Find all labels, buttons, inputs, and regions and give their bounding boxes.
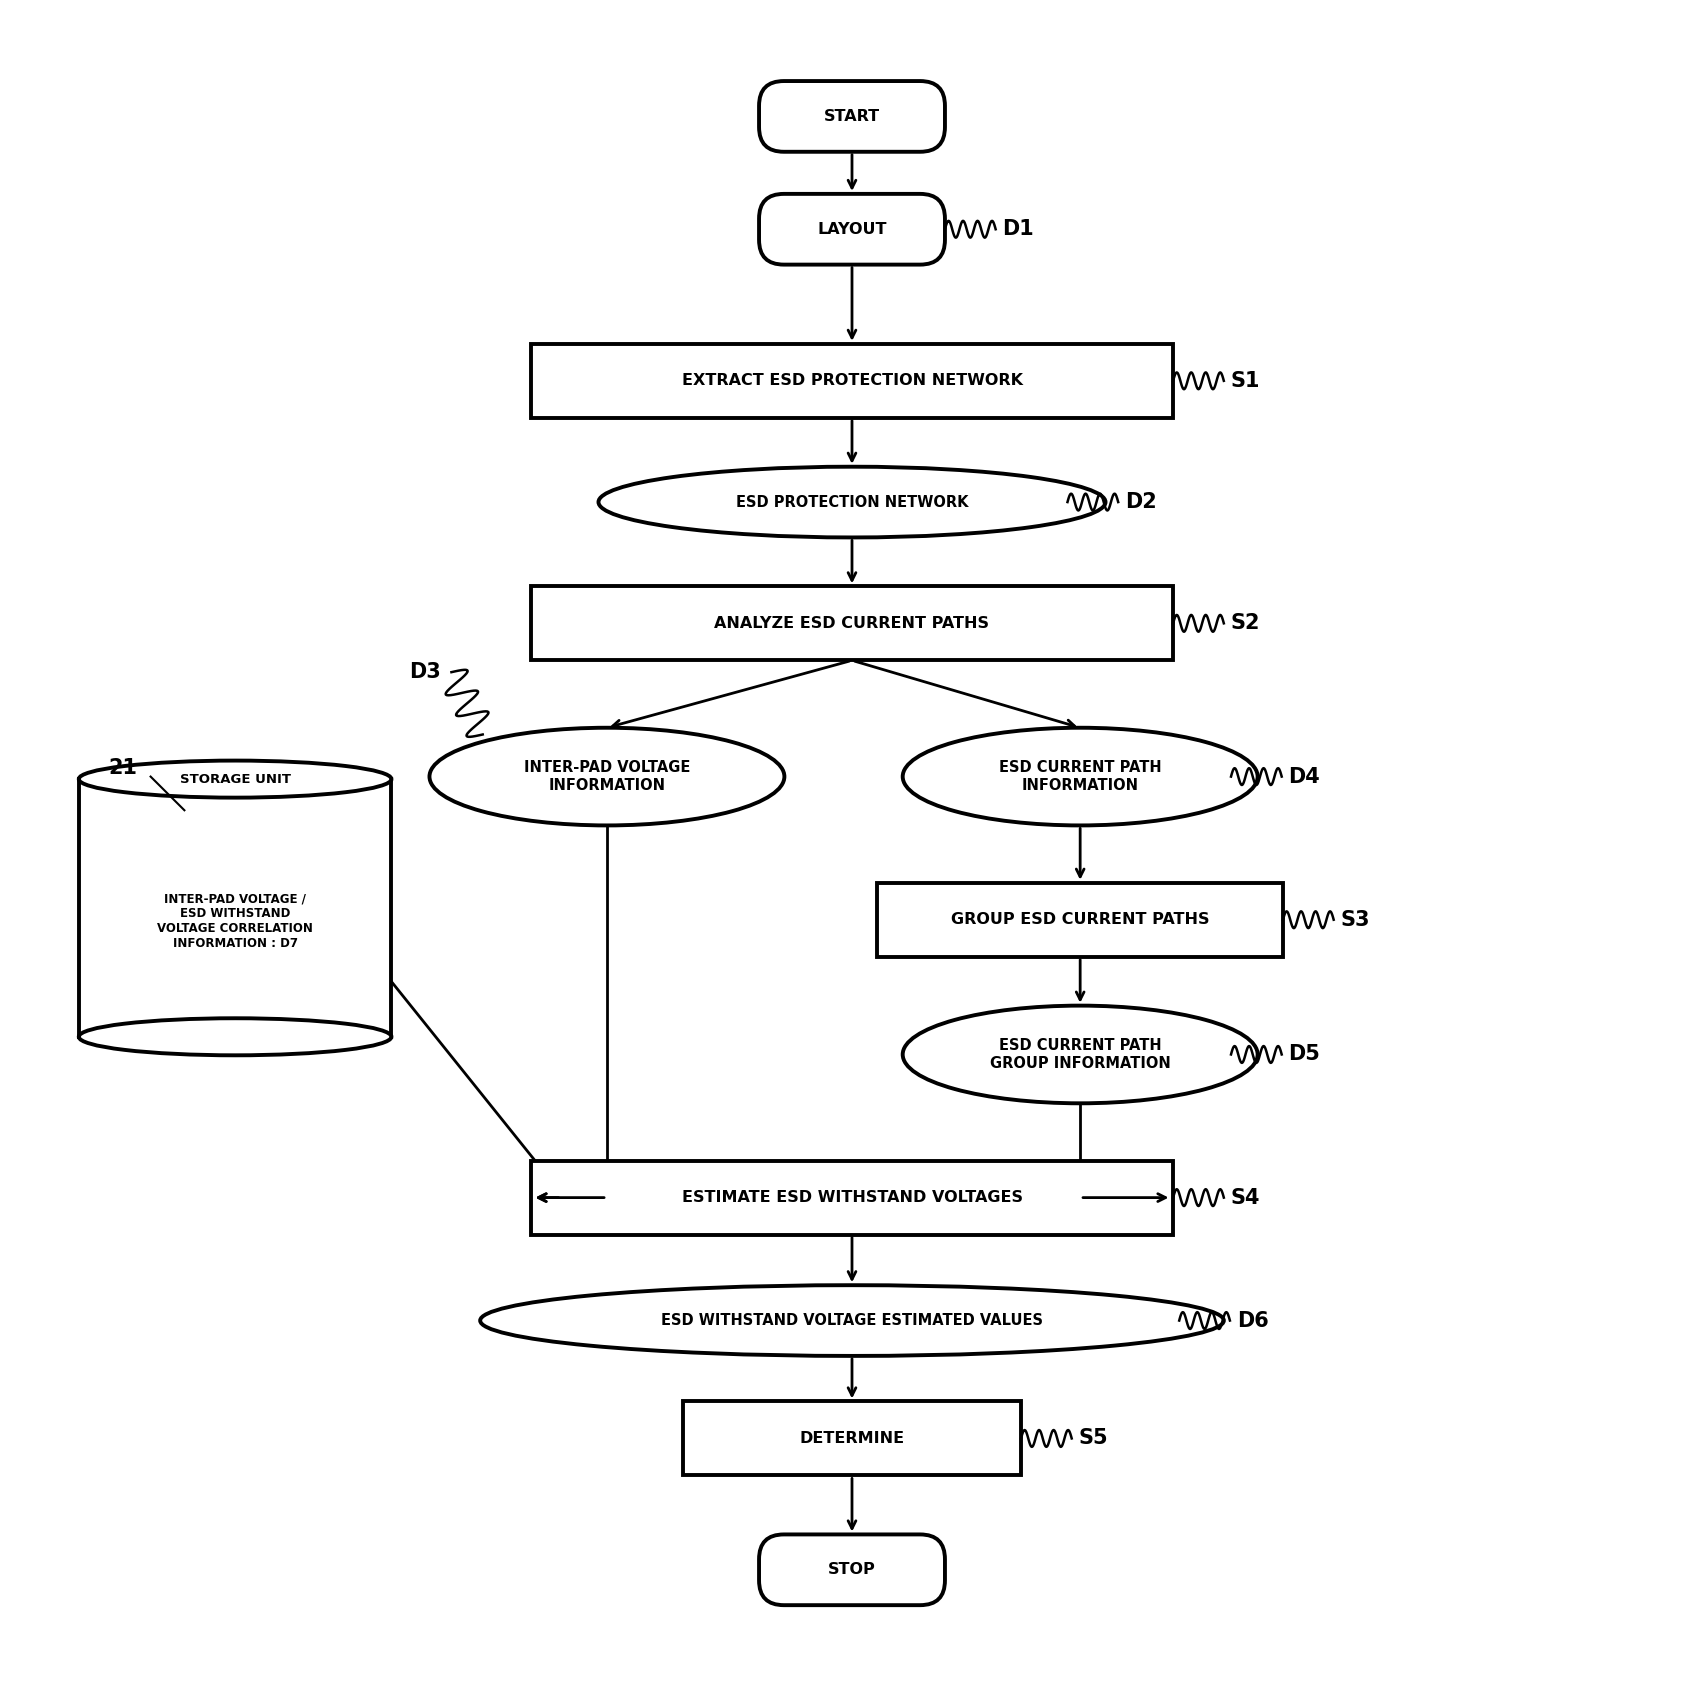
Text: STOP: STOP [828,1562,876,1577]
Ellipse shape [429,728,784,825]
Ellipse shape [903,1005,1258,1104]
Bar [532,1160,1172,1234]
Text: S1: S1 [1230,370,1259,391]
Text: EXTRACT ESD PROTECTION NETWORK: EXTRACT ESD PROTECTION NETWORK [682,374,1022,389]
Text: STORAGE UNIT: STORAGE UNIT [179,773,291,786]
Ellipse shape [903,728,1258,825]
Text: D1: D1 [1002,219,1034,239]
FancyBboxPatch shape [758,82,946,151]
Text: D2: D2 [1125,492,1157,513]
Bar [532,586,1172,661]
Text: S2: S2 [1230,613,1259,633]
Ellipse shape [598,467,1106,538]
Text: ESD CURRENT PATH
INFORMATION: ESD CURRENT PATH INFORMATION [999,761,1162,793]
Bar [532,343,1172,418]
Text: START: START [825,109,879,124]
Text: ESD CURRENT PATH
GROUP INFORMATION: ESD CURRENT PATH GROUP INFORMATION [990,1037,1171,1071]
Bar [878,883,1283,956]
Text: ESD PROTECTION NETWORK: ESD PROTECTION NETWORK [736,494,968,509]
Bar [683,1401,1021,1476]
Text: D5: D5 [1288,1044,1321,1065]
Text: GROUP ESD CURRENT PATHS: GROUP ESD CURRENT PATHS [951,912,1210,927]
Bar [78,779,392,1037]
FancyBboxPatch shape [758,1535,946,1605]
Text: 21: 21 [109,759,138,778]
Text: S5: S5 [1079,1428,1108,1448]
Ellipse shape [78,1019,392,1054]
Ellipse shape [78,761,392,798]
Text: D4: D4 [1288,766,1321,786]
Text: DETERMINE: DETERMINE [799,1431,905,1447]
Text: ESD WITHSTAND VOLTAGE ESTIMATED VALUES: ESD WITHSTAND VOLTAGE ESTIMATED VALUES [661,1313,1043,1328]
FancyBboxPatch shape [758,194,946,265]
Text: INTER-PAD VOLTAGE /
ESD WITHSTAND
VOLTAGE CORRELATION
INFORMATION : D7: INTER-PAD VOLTAGE / ESD WITHSTAND VOLTAG… [157,893,314,951]
Text: ANALYZE ESD CURRENT PATHS: ANALYZE ESD CURRENT PATHS [714,616,990,632]
Text: ESTIMATE ESD WITHSTAND VOLTAGES: ESTIMATE ESD WITHSTAND VOLTAGES [682,1190,1022,1206]
Ellipse shape [481,1285,1223,1357]
Text: LAYOUT: LAYOUT [818,222,886,236]
Text: S3: S3 [1341,910,1370,931]
Text: S4: S4 [1230,1187,1259,1207]
Text: INTER-PAD VOLTAGE
INFORMATION: INTER-PAD VOLTAGE INFORMATION [523,761,690,793]
Text: D6: D6 [1237,1311,1268,1331]
Text: D3: D3 [409,662,441,683]
